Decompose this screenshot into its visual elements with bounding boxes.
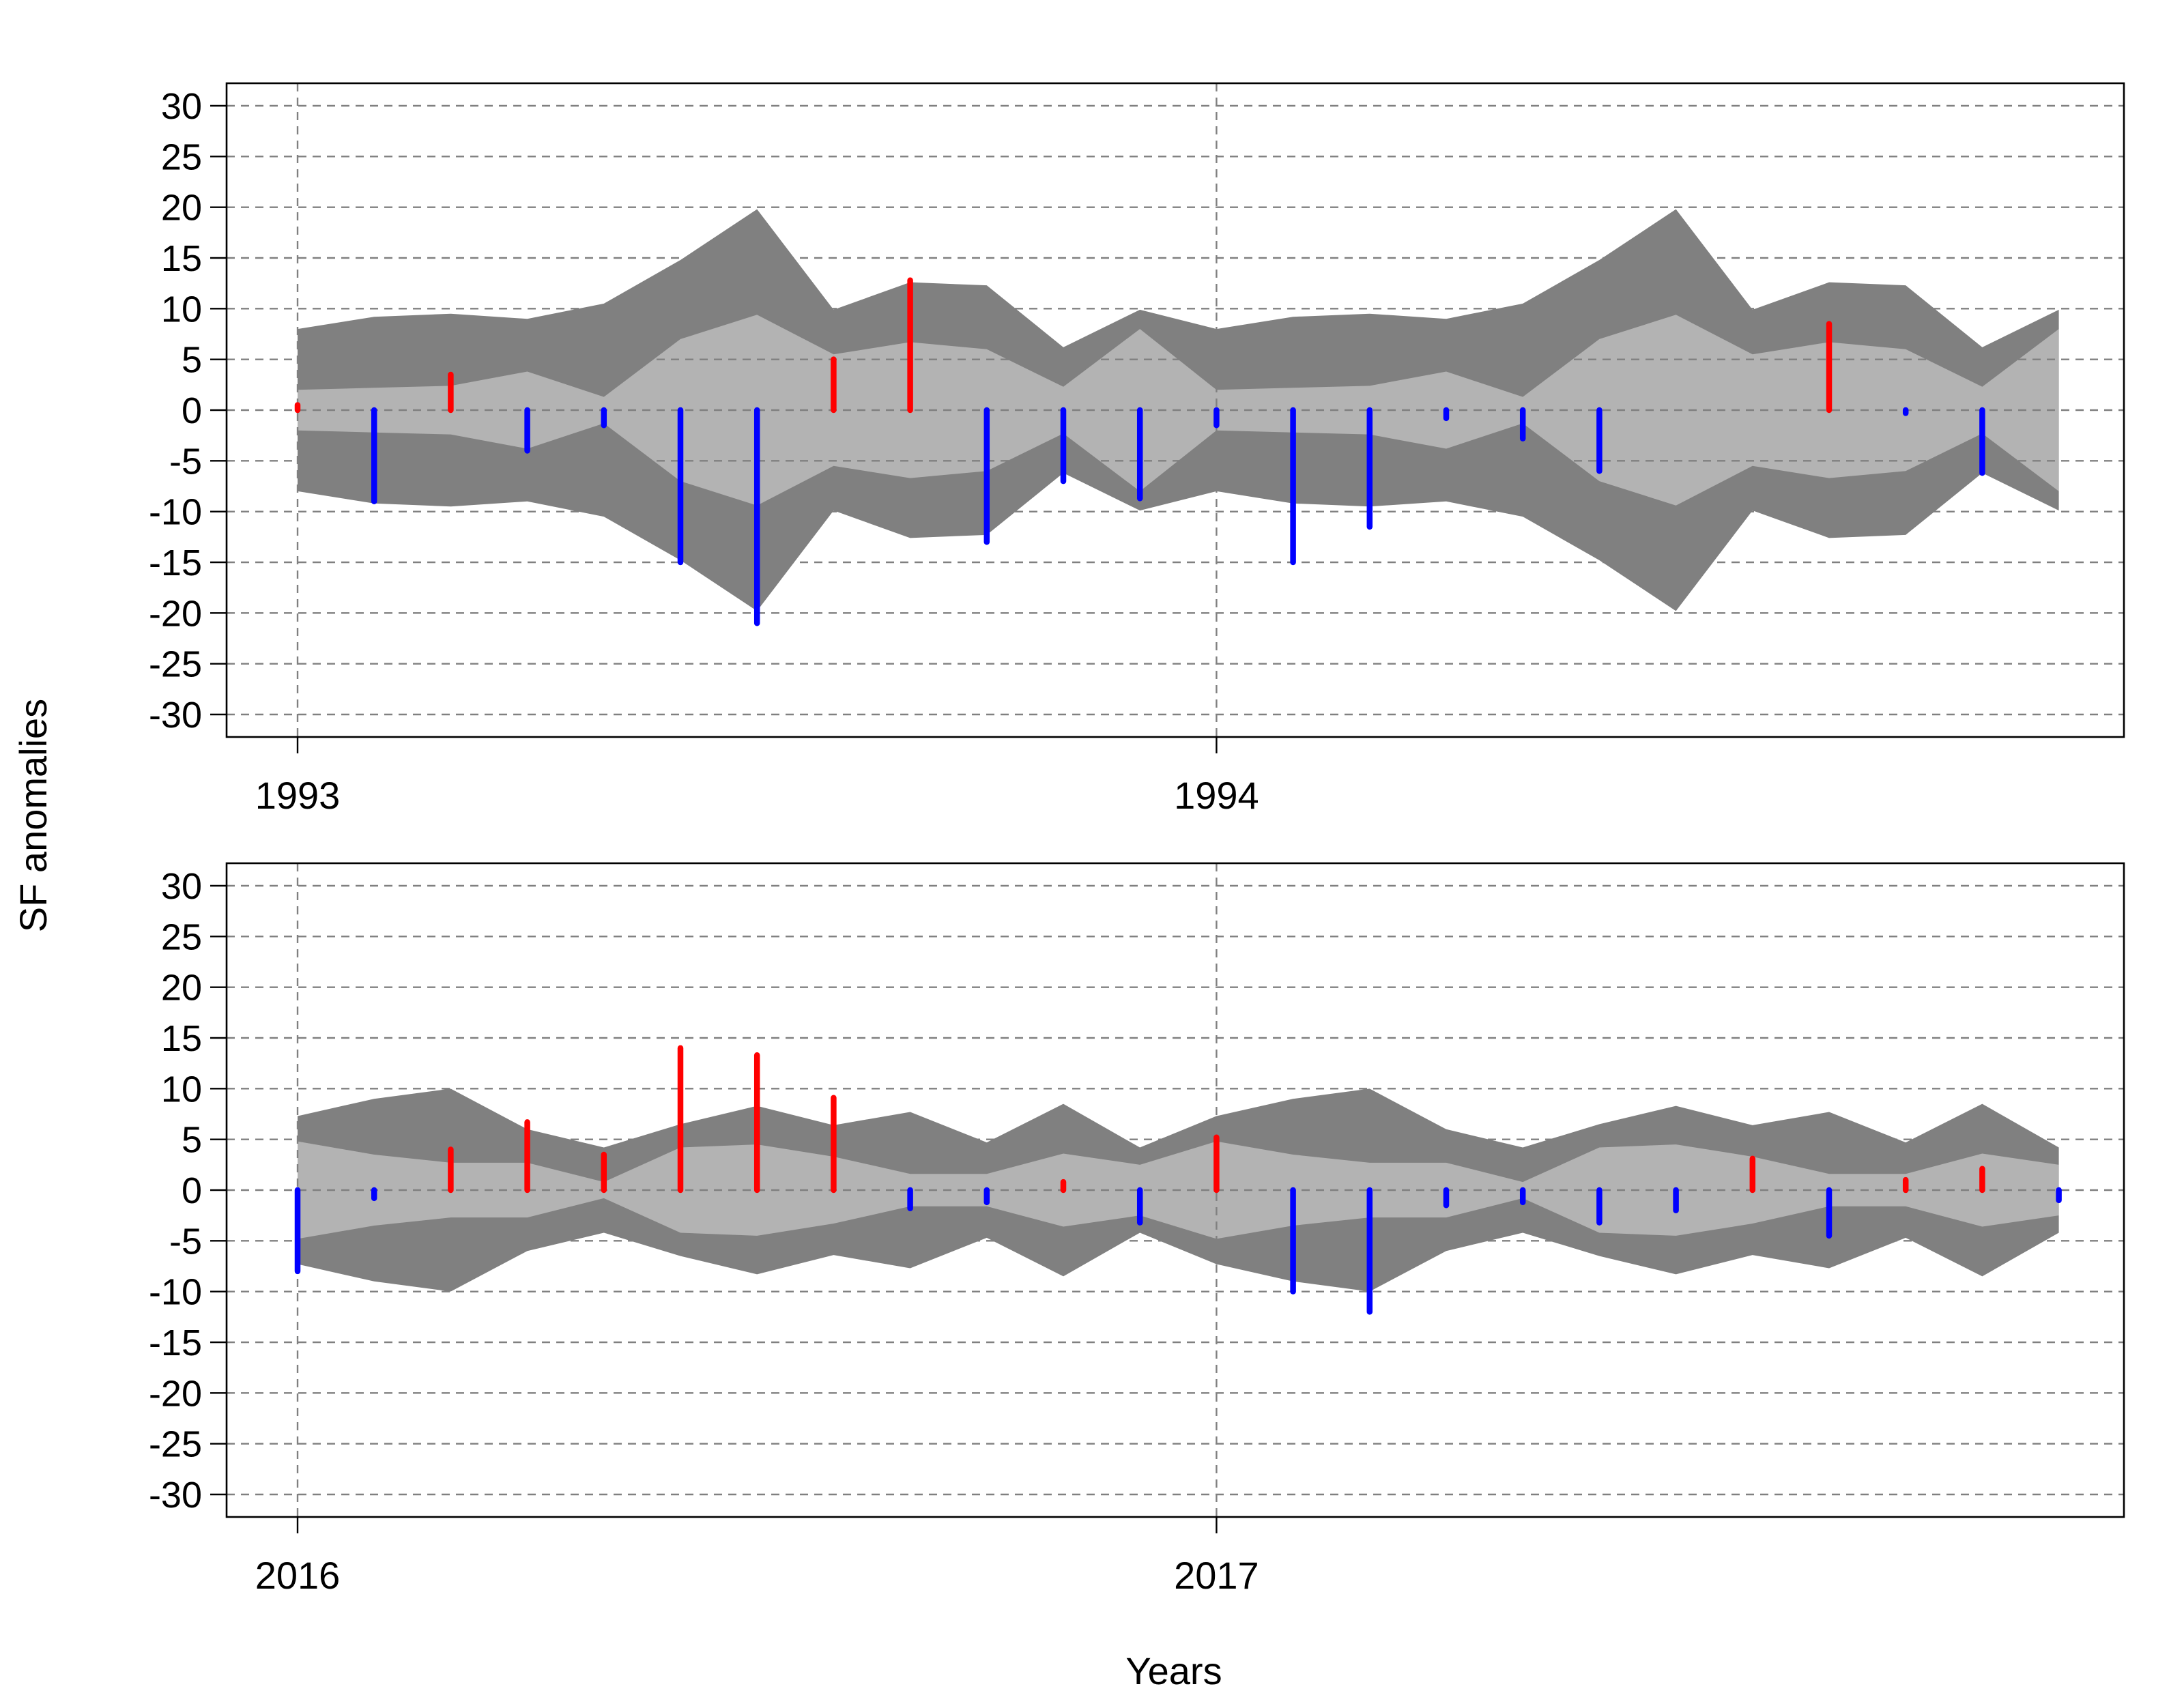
plot-frame <box>225 862 2125 1518</box>
y-tick-label: 20 <box>161 968 202 1009</box>
x-tick-label: 1993 <box>255 774 341 817</box>
y-tick-label: 25 <box>161 136 202 177</box>
y-tick-label: -15 <box>149 543 202 583</box>
y-tick-label: -5 <box>169 1221 202 1262</box>
y-tick-label: -25 <box>149 1424 202 1465</box>
y-tick-label: 15 <box>161 1018 202 1059</box>
y-tick-label: -25 <box>149 644 202 685</box>
y-tick-label: 30 <box>161 86 202 127</box>
y-tick-label: -30 <box>149 1475 202 1516</box>
x-tick-label: 2017 <box>1174 1554 1259 1597</box>
y-tick-label: 10 <box>161 289 202 330</box>
y-tick-label: -5 <box>169 441 202 482</box>
y-tick-label: -15 <box>149 1322 202 1363</box>
y-axis-label: SF anomalies <box>12 699 55 932</box>
panel-top: 30 25 20 15 10 5 0 -5 -10 -15 -20 -25 -30 1993 1994 <box>149 82 2125 817</box>
y-tick-label: 20 <box>161 188 202 229</box>
y-tick-label: 5 <box>182 1120 202 1161</box>
y-tick-label: 5 <box>182 340 202 381</box>
y-tick-label: -10 <box>149 1272 202 1313</box>
y-tick-label: -30 <box>149 695 202 736</box>
y-tick-label: 0 <box>182 390 202 431</box>
panel-bottom: 30 25 20 15 10 5 0 -5 -10 -15 -20 -25 -30 2016 2017 <box>149 862 2125 1597</box>
y-tick-label: -20 <box>149 593 202 634</box>
y-tick-label: 30 <box>161 866 202 907</box>
x-axis-label: Years <box>1125 1649 1222 1692</box>
y-tick-label: -20 <box>149 1373 202 1414</box>
x-tick-label: 1994 <box>1174 774 1259 817</box>
y-tick-label: 10 <box>161 1069 202 1110</box>
x-tick-label: 2016 <box>255 1554 341 1597</box>
y-tick-label: 0 <box>182 1170 202 1211</box>
plot-frame <box>225 82 2125 738</box>
y-tick-label: 25 <box>161 916 202 957</box>
y-tick-label: -10 <box>149 492 202 533</box>
y-tick-label: 15 <box>161 238 202 279</box>
